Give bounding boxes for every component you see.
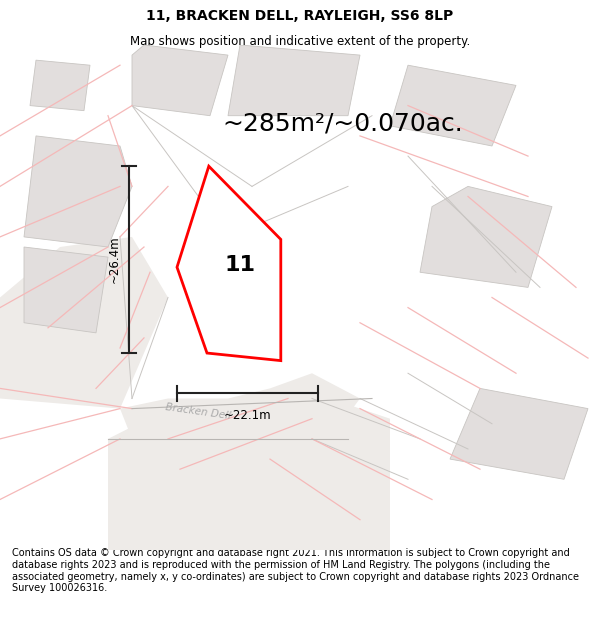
Text: Contains OS data © Crown copyright and database right 2021. This information is : Contains OS data © Crown copyright and d… <box>12 548 579 593</box>
Polygon shape <box>450 388 588 479</box>
Text: 11, BRACKEN DELL, RAYLEIGH, SS6 8LP: 11, BRACKEN DELL, RAYLEIGH, SS6 8LP <box>146 9 454 23</box>
Polygon shape <box>177 166 281 361</box>
Polygon shape <box>30 60 90 111</box>
Polygon shape <box>24 247 108 333</box>
Polygon shape <box>132 45 228 116</box>
Polygon shape <box>420 186 552 288</box>
Polygon shape <box>108 399 390 550</box>
Text: Bracken Dell: Bracken Dell <box>164 402 232 421</box>
Text: ~26.4m: ~26.4m <box>107 236 121 284</box>
Polygon shape <box>0 237 168 409</box>
Text: ~285m²/~0.070ac.: ~285m²/~0.070ac. <box>222 111 463 135</box>
Polygon shape <box>24 136 132 247</box>
Text: 11: 11 <box>224 254 256 274</box>
Text: Map shows position and indicative extent of the property.: Map shows position and indicative extent… <box>130 35 470 48</box>
Polygon shape <box>390 65 516 146</box>
Polygon shape <box>228 45 360 116</box>
Polygon shape <box>120 373 360 439</box>
Text: ~22.1m: ~22.1m <box>224 409 271 422</box>
